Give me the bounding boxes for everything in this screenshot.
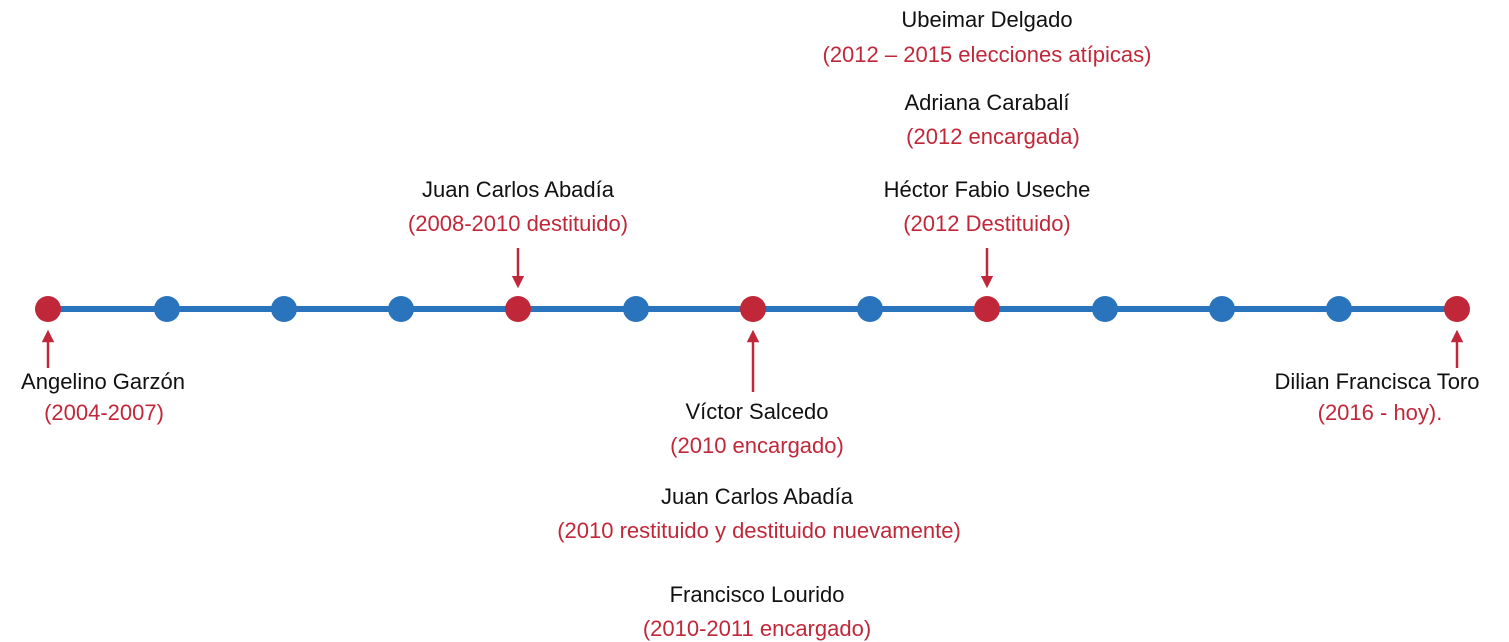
dots [35,296,1470,322]
event-period: (2012 – 2015 elecciones atípicas) [823,42,1152,67]
dot [1092,296,1118,322]
dot [857,296,883,322]
dot [1444,296,1470,322]
dot [1209,296,1235,322]
dot [271,296,297,322]
dot [740,296,766,322]
event-name: Juan Carlos Abadía [422,177,615,202]
event-name: Angelino Garzón [21,369,185,394]
event-period: (2010 encargado) [670,433,844,458]
event-period: (2012 encargada) [906,124,1080,149]
event-period: (2016 - hoy). [1318,400,1443,425]
event-name: Juan Carlos Abadía [661,484,854,509]
dot [1326,296,1352,322]
dot [974,296,1000,322]
event-name: Dilian Francisca Toro [1274,369,1479,394]
dot [388,296,414,322]
event-period: (2012 Destituido) [903,211,1071,236]
event-name: Francisco Lourido [670,582,845,607]
dot [623,296,649,322]
dot [154,296,180,322]
event-name: Víctor Salcedo [685,399,828,424]
event-name: Adriana Carabalí [904,90,1069,115]
arrows [41,248,1464,392]
dot [35,296,61,322]
event-period: (2010 restituido y destituido nuevamente… [557,518,961,543]
event-period: (2008-2010 destituido) [408,211,628,236]
event-period: (2004-2007) [44,400,164,425]
dot [505,296,531,322]
event-period: (2010-2011 encargado) [643,616,871,641]
event-name: Ubeimar Delgado [901,7,1072,32]
event-name: Héctor Fabio Useche [884,177,1091,202]
